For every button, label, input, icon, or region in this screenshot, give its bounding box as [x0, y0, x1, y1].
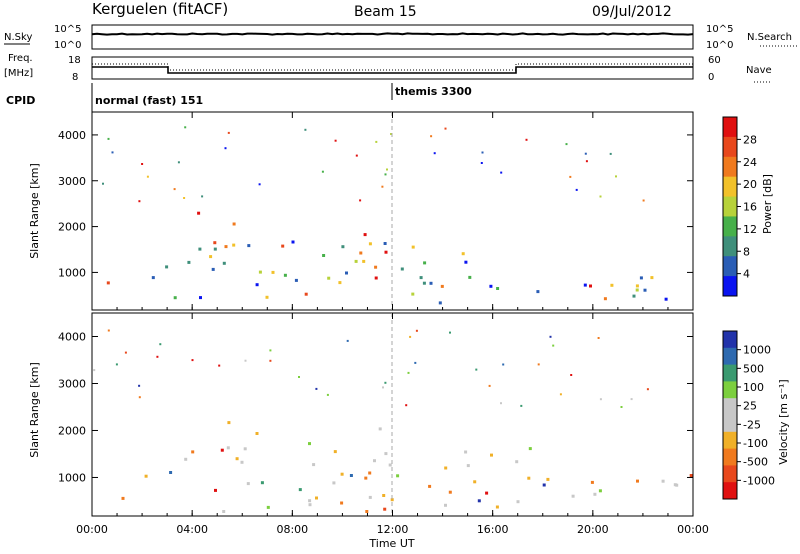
station-title: Kerguelen (fitACF): [92, 0, 228, 18]
colorbar-tick-label: 24: [743, 156, 757, 169]
colorbar-swatch: [723, 448, 737, 466]
y-tick-label: 2000: [58, 221, 86, 234]
colorbar-tick-label: 8: [743, 245, 750, 258]
colorbar-swatch: [723, 136, 737, 158]
colorbar-tick-label: 4: [743, 268, 750, 281]
colorbar-swatch: [723, 256, 737, 277]
colorbar-swatch: [723, 331, 737, 349]
noise-panel: N.Sky 10^5 10^0 10^5 10^0 N.Search: [4, 24, 798, 51]
colorbar-swatch: [723, 156, 737, 178]
colorbar-tick-label: 100: [743, 381, 764, 394]
velocity-yticks: 4000 3000 2000 1000: [58, 330, 693, 484]
colorbar-swatch: [723, 364, 737, 382]
freq-panel: Freq. [MHz] 18 8 60 0 Nave: [4, 53, 772, 83]
colorbar-tick-label: -100: [743, 437, 768, 450]
power-colorbar: 28 24 20 16 12 8 4: [722, 116, 757, 297]
cpid-panel: CPID normal (fast) 151 themis 3300: [6, 83, 472, 112]
colorbar-swatch: [723, 276, 737, 297]
noise-sky-line: [91, 32, 694, 36]
nave-label: Nave: [746, 65, 772, 76]
power-ylabel: Slant Range [km]: [28, 163, 41, 259]
colorbar-swatch: [723, 176, 737, 198]
power-scatter: [102, 126, 668, 305]
x-axis: 00:00 04:00 08:00 12:00 16:00 20:00 00:00: [76, 112, 709, 536]
velocity-scatter: [93, 329, 693, 513]
freq-unit-label: [MHz]: [4, 68, 33, 79]
colorbar-swatch: [723, 117, 737, 138]
x-tick-label: 20:00: [577, 523, 609, 536]
x-tick-label: 04:00: [176, 523, 208, 536]
nave-line: [92, 63, 693, 71]
colorbar-swatch: [723, 196, 737, 217]
colorbar-swatch: [723, 381, 737, 399]
x-axis-label: Time UT: [368, 537, 414, 550]
velocity-colorbar: 1000 500 100 25 -25 -100 -500 -1000: [722, 330, 775, 500]
colorbar-tick-label: -1000: [743, 474, 775, 487]
x-tick-label: 00:00: [677, 523, 709, 536]
nave-tick-high: 60: [708, 55, 721, 66]
freq-line: [92, 66, 693, 74]
y-tick-label: 4000: [58, 129, 86, 142]
cpid-mode-themis: themis 3300: [395, 85, 472, 98]
power-colorbar-label: Power [dB]: [761, 174, 774, 234]
y-tick-label: 2000: [58, 424, 86, 437]
colorbar-swatch: [723, 398, 737, 416]
cpid-mode-normal: normal (fast) 151: [95, 94, 203, 107]
freq-tick-high: 18: [68, 55, 81, 66]
freq-tick-low: 8: [72, 72, 78, 83]
colorbar-tick-label: 1000: [743, 344, 771, 357]
y-tick-label: 4000: [58, 330, 86, 343]
colorbar-swatch: [723, 415, 737, 433]
power-panel: 4000 3000 2000 1000 Slant Range [km] 28 24 20…: [28, 111, 774, 311]
cpid-label: CPID: [6, 94, 35, 107]
velocity-panel: 4000 3000 2000 1000 Slant Range [km] 1000 50…: [28, 312, 790, 517]
noise-tick-low: 10^0: [54, 40, 81, 51]
date-title: 09/Jul/2012: [592, 4, 672, 20]
noise-right-label: N.Search: [747, 32, 792, 43]
x-tick-label: 08:00: [276, 523, 308, 536]
colorbar-tick-label: 25: [743, 400, 757, 413]
x-tick-label: 00:00: [76, 523, 108, 536]
velocity-colorbar-label: Velocity [m s⁻¹]: [777, 379, 790, 464]
x-tick-label: 12:00: [377, 523, 409, 536]
y-tick-label: 1000: [58, 471, 86, 484]
nave-tick-low: 0: [708, 72, 714, 83]
y-tick-label: 1000: [58, 266, 86, 279]
colorbar-swatch: [723, 482, 737, 500]
noise-rtick-low: 10^0: [706, 40, 733, 51]
colorbar-swatch: [723, 216, 737, 237]
colorbar-tick-label: 20: [743, 178, 757, 191]
colorbar-tick-label: 12: [743, 223, 757, 236]
freq-label: Freq.: [8, 53, 33, 64]
colorbar-tick-label: -25: [743, 418, 761, 431]
y-tick-label: 3000: [58, 377, 86, 390]
velocity-ylabel: Slant Range [km]: [28, 362, 41, 458]
colorbar-swatch: [723, 465, 737, 483]
colorbar-swatch: [723, 236, 737, 257]
y-tick-label: 3000: [58, 175, 86, 188]
x-tick-label: 16:00: [477, 523, 509, 536]
colorbar-tick-label: 500: [743, 362, 764, 375]
colorbar-tick-label: -500: [743, 456, 768, 469]
colorbar-swatch: [723, 431, 737, 450]
noise-left-label: N.Sky: [4, 32, 32, 43]
colorbar-swatch: [723, 347, 737, 366]
power-yticks: 4000 3000 2000 1000: [58, 129, 693, 279]
colorbar-tick-label: 16: [743, 201, 757, 214]
beam-title: Beam 15: [354, 4, 417, 20]
colorbar-tick-label: 28: [743, 133, 757, 146]
noise-tick-high: 10^5: [54, 24, 81, 35]
noise-rtick-high: 10^5: [706, 24, 733, 35]
